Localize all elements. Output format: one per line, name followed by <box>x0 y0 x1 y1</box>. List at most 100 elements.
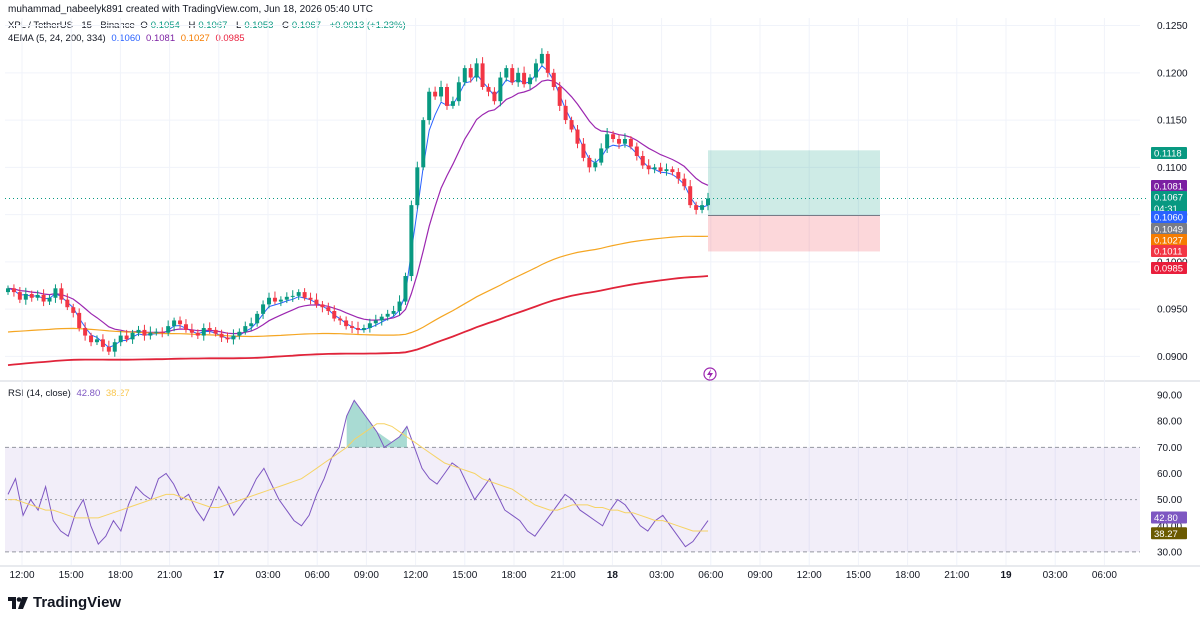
ema-value-200: 0.1027 <box>180 33 210 44</box>
candle-body <box>201 328 206 336</box>
price-tag <box>1151 234 1187 246</box>
ema-value-24: 0.1081 <box>146 33 176 44</box>
price-tick-label: 0.1100 <box>1157 163 1187 174</box>
candle-body <box>83 328 88 336</box>
rsi-tick-label: 70.00 <box>1157 443 1182 454</box>
candle-body <box>23 293 28 300</box>
rsi-tick-label: 60.00 <box>1157 469 1182 480</box>
price-tag <box>1151 211 1187 223</box>
candle-body <box>231 335 236 340</box>
candle-body <box>628 138 633 147</box>
ema-24-line <box>7 79 709 335</box>
price-tick-label: 0.0900 <box>1157 352 1188 363</box>
chart-attribution: muhammad_nabeelyk891 created with Tradin… <box>8 4 374 15</box>
time-tick-label: 09:00 <box>747 570 772 581</box>
candle-body <box>634 146 639 156</box>
candle-body <box>599 148 604 163</box>
position-loss-zone <box>708 215 880 252</box>
ema-value-5: 0.1060 <box>111 33 141 44</box>
candle-body <box>474 63 479 78</box>
candle-body <box>94 339 99 343</box>
ema-value-334: 0.0985 <box>215 33 245 44</box>
candle-body <box>148 332 153 336</box>
candle-body <box>261 304 266 314</box>
time-tick-label: 12:00 <box>797 570 822 581</box>
candle-body <box>53 288 58 298</box>
candle-body <box>154 331 159 333</box>
candle-body <box>676 172 681 179</box>
candle-body <box>178 320 183 325</box>
time-tick-label: 21:00 <box>944 570 969 581</box>
candle-body <box>35 294 40 298</box>
price-tag-text: 0.1011 <box>1154 247 1182 258</box>
candle-body <box>670 169 675 173</box>
candle-body <box>314 299 319 305</box>
candles <box>6 48 710 357</box>
candle-body <box>510 68 515 83</box>
price-tag <box>1151 245 1187 257</box>
candle-body <box>6 288 10 293</box>
ema-334-line <box>7 275 709 366</box>
candle-body <box>272 297 277 302</box>
candle-body <box>539 53 544 64</box>
candle-body <box>142 329 147 336</box>
candle-body <box>575 129 580 144</box>
candle-body <box>89 335 94 343</box>
candle-body <box>344 320 349 327</box>
candle-body <box>706 198 710 206</box>
candle-body <box>59 288 64 300</box>
candle-body <box>569 120 574 130</box>
candle-body <box>17 292 22 300</box>
candle-body <box>450 101 455 106</box>
candle-body <box>207 328 212 330</box>
candle-body <box>646 165 651 170</box>
candle-body <box>587 157 592 168</box>
price-tag-text: 0.1081 <box>1154 182 1183 193</box>
price-tag <box>1151 262 1187 274</box>
candle-body <box>320 304 325 308</box>
price-tick-label: 0.0950 <box>1157 305 1188 316</box>
candle-body <box>41 294 46 302</box>
time-tick-label: 15:00 <box>452 570 477 581</box>
candle-body <box>682 178 687 187</box>
candle-body <box>379 316 384 321</box>
candle-body <box>219 333 224 338</box>
price-tag-text: 0.1060 <box>1154 213 1183 224</box>
time-tick-label: 12:00 <box>403 570 428 581</box>
candle-body <box>516 72 521 83</box>
candle-body <box>605 134 610 149</box>
long-position-tool[interactable] <box>5 150 1148 252</box>
time-tick-label: 06:00 <box>1092 570 1117 581</box>
candle-body <box>694 205 699 210</box>
candle-body <box>522 72 527 85</box>
candle-body <box>593 162 598 168</box>
candle-body <box>617 138 622 144</box>
candle-body <box>249 323 254 327</box>
alert-icon[interactable] <box>703 367 717 381</box>
candle-body <box>237 331 242 336</box>
price-tag-text: 0.1049 <box>1154 225 1183 236</box>
time-tick-label: 18:00 <box>108 570 133 581</box>
candle-body <box>11 288 16 293</box>
candle-body <box>195 332 200 336</box>
time-tick-label: 15:00 <box>59 570 84 581</box>
rsi-axis[interactable]: 90.00 80.00 70.00 60.00 50.00 40.00 30.00 <box>1157 391 1182 559</box>
time-axis[interactable]: 12:00 15:00 18:00 21:00 17 03:00 06:00 09:00 12:… <box>9 570 1117 581</box>
candle-body <box>290 295 295 297</box>
time-tick-label: 18:00 <box>895 570 920 581</box>
candle-body <box>189 329 194 333</box>
ema-5-line <box>7 65 709 348</box>
candle-body <box>415 167 420 206</box>
candle-body <box>557 86 562 106</box>
candle-body <box>302 292 307 298</box>
candle-body <box>338 318 343 321</box>
rsi-tick-label: 50.00 <box>1157 495 1182 506</box>
rsi-tag-text: 42.80 <box>1154 513 1178 524</box>
candle-body <box>545 53 550 73</box>
candle-body <box>361 328 366 330</box>
ema-200-line <box>7 235 709 338</box>
ema-lines <box>7 65 709 366</box>
candle-body <box>350 326 355 329</box>
price-tag-text: 0.1067 <box>1154 193 1183 204</box>
